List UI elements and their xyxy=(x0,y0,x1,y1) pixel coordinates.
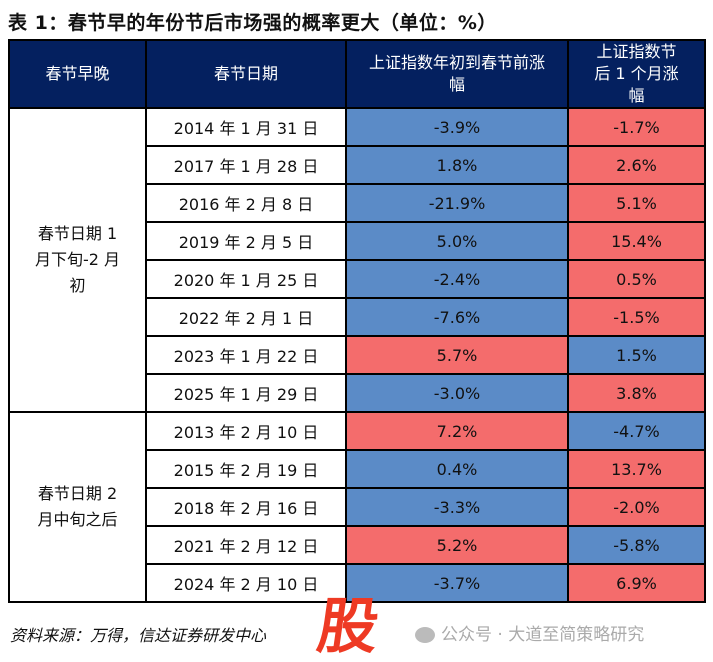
pre-change-cell: -2.4% xyxy=(345,259,569,299)
table-row: 2019 年 2 月 5 日 5.0% 15.4% xyxy=(9,221,706,261)
watermark-text: 公众号 · 大道至简策略研究 xyxy=(441,625,645,645)
table-row: 2021 年 2 月 12 日 5.2% -5.8% xyxy=(9,525,706,565)
date-cell: 2025 年 1 月 29 日 xyxy=(145,373,347,413)
date-cell: 2024 年 2 月 10 日 xyxy=(145,563,347,603)
group-label-cell: 春节日期 1 月下旬-2 月初 xyxy=(8,107,147,413)
pre-change-cell: 5.2% xyxy=(345,525,569,565)
watermark: 公众号 · 大道至简策略研究 xyxy=(415,620,644,645)
table-row: 2020 年 1 月 25 日 -2.4% 0.5% xyxy=(9,259,706,299)
group-label: 春节日期 1 月下旬-2 月初 xyxy=(34,224,121,295)
post-change-cell: 3.8% xyxy=(567,373,706,413)
post-change-cell: -5.8% xyxy=(567,525,706,565)
date-cell: 2015 年 2 月 19 日 xyxy=(145,449,347,489)
date-cell: 2018 年 2 月 16 日 xyxy=(145,487,347,527)
table-row: 2015 年 2 月 19 日 0.4% 13.7% xyxy=(9,449,706,489)
table-row: 2022 年 2 月 1 日 -7.6% -1.5% xyxy=(9,297,706,337)
source-note: 资料来源：万得，信达证券研发中心 xyxy=(10,626,267,645)
date-cell: 2022 年 2 月 1 日 xyxy=(145,297,347,337)
table-row: 2024 年 2 月 10 日 -3.7% 6.9% xyxy=(9,563,706,603)
post-change-cell: -1.7% xyxy=(567,107,706,147)
post-change-cell: -1.5% xyxy=(567,297,706,337)
group-label: 春节日期 2 月中旬之后 xyxy=(37,484,118,529)
table-row: 2016 年 2 月 8 日 -21.9% 5.1% xyxy=(9,183,706,223)
table-row: 2017 年 1 月 28 日 1.8% 2.6% xyxy=(9,145,706,185)
table-row: 2025 年 1 月 29 日 -3.0% 3.8% xyxy=(9,373,706,413)
post-change-cell: 2.6% xyxy=(567,145,706,185)
data-table: 春节早晚 春节日期 上证指数年初到春节前涨幅 上证指数节后 1 个月涨幅 春节日… xyxy=(8,39,706,603)
date-cell: 2019 年 2 月 5 日 xyxy=(145,221,347,261)
date-cell: 2023 年 1 月 22 日 xyxy=(145,335,347,375)
pre-change-cell: -3.3% xyxy=(345,487,569,527)
pre-change-cell: 5.0% xyxy=(345,221,569,261)
post-change-cell: 6.9% xyxy=(567,563,706,603)
date-cell: 2016 年 2 月 8 日 xyxy=(145,183,347,223)
header-row: 春节早晚 春节日期 上证指数年初到春节前涨幅 上证指数节后 1 个月涨幅 xyxy=(8,39,706,109)
date-cell: 2013 年 2 月 10 日 xyxy=(145,411,347,451)
post-change-cell: -2.0% xyxy=(567,487,706,527)
table-title: 表 1：春节早的年份节后市场强的概率更大（单位：%） xyxy=(8,12,497,34)
post-change-cell: 1.5% xyxy=(567,335,706,375)
table-row: 春节日期 2 月中旬之后 2013 年 2 月 10 日 7.2% -4.7% xyxy=(8,411,706,603)
pre-change-cell: 1.8% xyxy=(345,145,569,185)
pre-change-cell: -3.7% xyxy=(345,563,569,603)
table-body: 春节日期 1 月下旬-2 月初 2014 年 1 月 31 日 -3.9% -1.7%… xyxy=(8,107,706,603)
header-timing: 春节早晚 xyxy=(8,39,147,109)
group-label-cell: 春节日期 2 月中旬之后 xyxy=(8,411,147,603)
pre-change-cell: -21.9% xyxy=(345,183,569,223)
pre-change-cell: -3.9% xyxy=(345,107,569,147)
pre-change-cell: -3.0% xyxy=(345,373,569,413)
pre-change-cell: -7.6% xyxy=(345,297,569,337)
stamp-logo: 股 xyxy=(313,592,383,662)
table-row: 春节日期 1 月下旬-2 月初 2014 年 1 月 31 日 -3.9% -1.7% xyxy=(8,107,706,413)
date-cell: 2014 年 1 月 31 日 xyxy=(145,107,347,147)
date-cell: 2017 年 1 月 28 日 xyxy=(145,145,347,185)
pre-change-cell: 5.7% xyxy=(345,335,569,375)
wechat-icon xyxy=(415,627,435,643)
header-date: 春节日期 xyxy=(145,39,347,109)
post-change-cell: -4.7% xyxy=(567,411,706,451)
date-cell: 2021 年 2 月 12 日 xyxy=(145,525,347,565)
table-row: 2023 年 1 月 22 日 5.7% 1.5% xyxy=(9,335,706,375)
post-change-cell: 15.4% xyxy=(567,221,706,261)
table-row: 2018 年 2 月 16 日 -3.3% -2.0% xyxy=(9,487,706,527)
pre-change-cell: 7.2% xyxy=(345,411,569,451)
header-post-change: 上证指数节后 1 个月涨幅 xyxy=(567,39,706,109)
post-change-cell: 13.7% xyxy=(567,449,706,489)
pre-change-cell: 0.4% xyxy=(345,449,569,489)
date-cell: 2020 年 1 月 25 日 xyxy=(145,259,347,299)
header-pre-change: 上证指数年初到春节前涨幅 xyxy=(345,39,569,109)
post-change-cell: 5.1% xyxy=(567,183,706,223)
post-change-cell: 0.5% xyxy=(567,259,706,299)
